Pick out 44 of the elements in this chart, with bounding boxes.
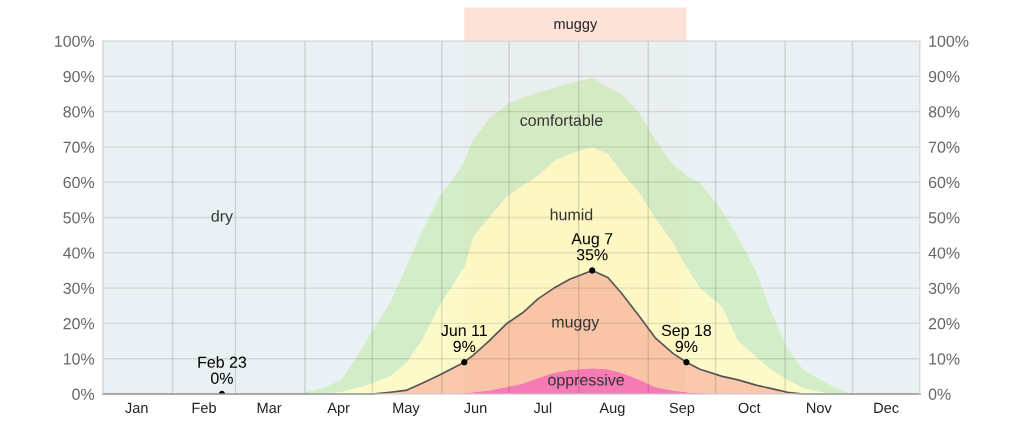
x-tick-label: Aug	[599, 402, 625, 416]
x-tick-label: Nov	[807, 402, 832, 414]
y-tick-label: 90%	[63, 70, 95, 83]
y-tick-label: 80%	[63, 106, 95, 118]
x-tick-label: Dec	[874, 402, 899, 414]
y-tick-label: 20%	[63, 318, 95, 330]
annotation: Sep 18 9%	[661, 324, 712, 353]
y-tick-label: 50%	[63, 212, 95, 224]
x-tick-label: Apr	[327, 402, 350, 416]
y2-tick-label: 100%	[929, 35, 969, 47]
y2-tick-label: 50%	[928, 212, 960, 224]
y2-tick-label: 80%	[928, 106, 960, 118]
annotation: Jun 11 9%	[441, 324, 487, 353]
x-tick-label: Mar	[257, 402, 282, 414]
x-tick-label: Jun	[463, 402, 487, 414]
annotation: Aug 7 35%	[571, 233, 613, 261]
series-label: oppressive	[548, 373, 625, 389]
y2-tick-label: 30%	[928, 282, 960, 295]
y-tick-label: 70%	[63, 141, 95, 153]
series-label: dry	[211, 210, 234, 225]
x-tick-label: Oct	[738, 402, 761, 414]
y2-tick-label: 70%	[928, 141, 960, 153]
y2-tick-label: 20%	[928, 318, 960, 330]
y-tick-label: 40%	[63, 247, 95, 259]
band-label: muggy	[554, 21, 598, 32]
x-tick-label: Sep	[669, 402, 695, 416]
series-label: comfortable	[520, 114, 603, 127]
y-tick-label: 100%	[55, 35, 95, 47]
y2-tick-label: 40%	[928, 247, 960, 259]
x-tick-label: Feb	[192, 402, 216, 414]
series-label: humid	[550, 208, 593, 221]
x-tick-label: May	[393, 402, 420, 416]
x-tick-label: Jul	[533, 402, 552, 414]
y2-tick-label: 90%	[928, 70, 960, 83]
y2-tick-label: 0%	[928, 388, 951, 400]
y2-tick-label: 10%	[929, 353, 960, 365]
series-label: muggy	[552, 318, 600, 331]
y2-tick-label: 60%	[928, 176, 960, 189]
y-tick-label: 30%	[63, 282, 95, 295]
y-tick-label: 10%	[63, 353, 95, 365]
annotation: Feb 23 0%	[198, 356, 247, 384]
x-tick-label: Jan	[125, 402, 148, 414]
y-tick-label: 60%	[63, 176, 95, 189]
y-tick-label: 0%	[72, 388, 95, 400]
